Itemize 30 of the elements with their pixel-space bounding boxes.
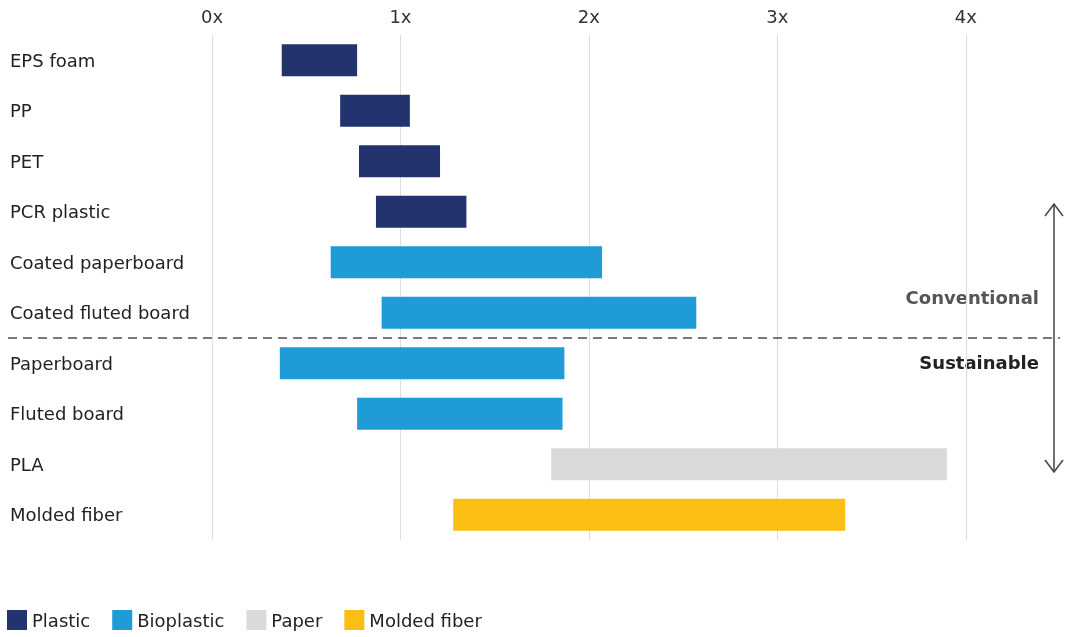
bar (281, 44, 358, 77)
y-tick-label: EPS foam (10, 49, 96, 71)
x-tick-label: 3x (766, 5, 789, 27)
y-tick-label: Coated fluted board (10, 302, 190, 324)
bar (340, 94, 410, 127)
bar (453, 498, 846, 531)
annotation: Sustainable (919, 351, 1039, 373)
y-tick-label: PLA (10, 453, 45, 475)
y-tick-label: Paperboard (10, 352, 113, 374)
bar (381, 296, 697, 329)
bar (358, 145, 441, 178)
bar (330, 246, 603, 279)
legend-label: Plastic (32, 609, 91, 631)
bar (279, 347, 565, 380)
x-tick-label: 4x (954, 5, 978, 27)
x-tick-label: 1x (389, 5, 412, 27)
legend-label: Paper (271, 609, 323, 631)
y-tick-label: PET (10, 150, 45, 172)
bar (357, 397, 563, 430)
y-tick-label: PP (10, 100, 32, 122)
bar (375, 195, 467, 228)
annotation: Conventional (905, 286, 1039, 308)
y-tick-label: Fluted board (10, 403, 125, 425)
y-tick-label: Coated paperboard (10, 251, 185, 273)
x-tick-label: 2x (577, 5, 601, 27)
x-tick-label: 0x (200, 5, 224, 27)
legend-label: Molded fiber (369, 609, 483, 631)
y-tick-label: PCR plastic (10, 201, 111, 223)
y-tick-label: Molded fiber (10, 504, 124, 526)
legend-label: Bioplastic (137, 609, 225, 631)
